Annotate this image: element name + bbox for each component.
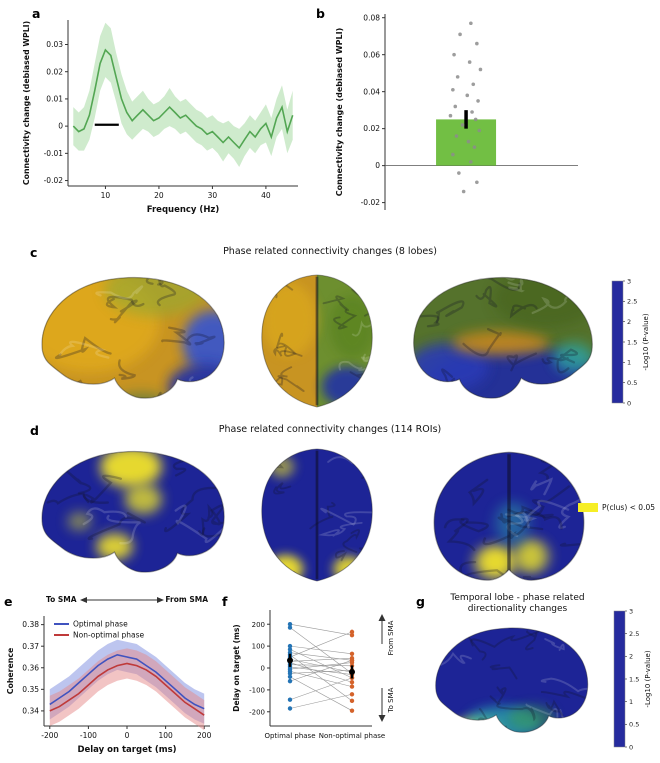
svg-text:100: 100 xyxy=(252,643,265,651)
panel-b-bar-chart: -0.02 0 0.02 0.04 0.06 0.08 Connectivity chang… xyxy=(335,13,578,210)
svg-text:0.38: 0.38 xyxy=(22,620,39,629)
svg-text:0: 0 xyxy=(125,731,130,740)
svg-text:-Log10 (P-value): -Log10 (P-value) xyxy=(644,650,652,707)
panel-e-coherence-chart: 0.34 0.35 0.36 0.37 0.38 -200 -100 0 100 200 Delay… xyxy=(6,595,212,755)
svg-text:Coherence: Coherence xyxy=(6,648,15,695)
svg-text:0.36: 0.36 xyxy=(22,663,39,672)
svg-text:-Log10 (P-value): -Log10 (P-value) xyxy=(642,313,650,370)
panel-c-colorbar: 0 0.5 1 1.5 2 2.5 3 -Log10 (P-value) xyxy=(611,277,650,407)
panel-label-c: c xyxy=(30,245,38,260)
svg-text:200: 200 xyxy=(252,621,265,629)
svg-text:0: 0 xyxy=(629,743,633,751)
svg-text:100: 100 xyxy=(158,731,173,740)
svg-text:0.03: 0.03 xyxy=(46,40,63,49)
svg-text:0: 0 xyxy=(627,399,631,407)
panel-c-brain-lateral-left xyxy=(41,276,225,399)
svg-text:30: 30 xyxy=(208,191,218,200)
panel-a-line-chart: -0.02 -0.01 0 0.01 0.02 0.03 10 20 30 40 Frequency… xyxy=(22,20,298,215)
panel-c-brain-lateral-right xyxy=(413,276,593,399)
svg-text:Non-optimal phase: Non-optimal phase xyxy=(73,631,145,640)
panel-d-brain-top-view xyxy=(261,448,373,582)
svg-text:0.34: 0.34 xyxy=(22,707,39,716)
svg-text:20: 20 xyxy=(154,191,164,200)
svg-text:40: 40 xyxy=(261,191,271,200)
cluster-legend-swatch xyxy=(578,503,598,512)
panel-label-b: b xyxy=(316,6,325,21)
panel-label-a: a xyxy=(32,6,41,21)
svg-text:-0.01: -0.01 xyxy=(44,149,64,158)
svg-text:-200: -200 xyxy=(249,708,265,716)
panel-c-title: Phase related connectivity changes (8 lo… xyxy=(223,246,437,257)
panel-g-title-line2: directionality changes xyxy=(467,604,568,615)
panel-g-brain-lateral-left xyxy=(435,627,589,733)
svg-text:0.06: 0.06 xyxy=(363,50,380,59)
svg-text:From SMA: From SMA xyxy=(387,620,395,655)
panel-g-title-line1: Temporal lobe - phase related xyxy=(450,593,585,603)
svg-text:To SMA: To SMA xyxy=(387,687,395,713)
panel-label-e: e xyxy=(4,594,13,609)
svg-text:1.5: 1.5 xyxy=(627,338,637,346)
svg-text:0.04: 0.04 xyxy=(363,87,380,96)
panel-f-paired-chart: -200 -100 0 100 200 Delay on target (ms) Optim… xyxy=(232,610,395,740)
panel-label-f: f xyxy=(222,594,228,609)
svg-text:3: 3 xyxy=(627,277,631,285)
svg-text:0.37: 0.37 xyxy=(22,642,39,651)
panel-g-colorbar: 0 0.5 1 1.5 2 2.5 3 -Log10 (P-value) xyxy=(613,607,652,751)
svg-text:0: 0 xyxy=(261,665,265,673)
svg-text:2: 2 xyxy=(629,653,633,661)
panel-label-g: g xyxy=(416,594,425,609)
svg-text:0.01: 0.01 xyxy=(46,95,63,104)
svg-text:10: 10 xyxy=(101,191,111,200)
panel-d-brain-lateral-left xyxy=(41,450,225,573)
svg-text:200: 200 xyxy=(197,731,212,740)
svg-text:Connectivity change (debiased: Connectivity change (debiased WPLI) xyxy=(335,28,344,197)
svg-text:1: 1 xyxy=(629,698,633,706)
svg-text:1: 1 xyxy=(627,359,631,367)
svg-text:0.5: 0.5 xyxy=(629,721,639,729)
svg-text:0.35: 0.35 xyxy=(22,685,39,694)
svg-text:1.5: 1.5 xyxy=(629,675,639,683)
panel-g-title: Temporal lobe - phase related directiona… xyxy=(425,593,610,616)
svg-text:Delay on target (ms): Delay on target (ms) xyxy=(232,624,241,711)
svg-text:0.08: 0.08 xyxy=(363,13,380,22)
svg-text:3: 3 xyxy=(629,607,633,615)
svg-text:To SMA: To SMA xyxy=(46,595,77,604)
svg-text:-100: -100 xyxy=(80,731,97,740)
panel-d-brain-back-view xyxy=(433,451,585,581)
svg-text:Optimal phase: Optimal phase xyxy=(264,732,315,740)
svg-text:2.5: 2.5 xyxy=(627,298,637,306)
svg-text:2: 2 xyxy=(627,318,631,326)
svg-text:0: 0 xyxy=(58,122,63,131)
svg-text:Optimal phase: Optimal phase xyxy=(73,620,128,629)
panel-label-d: d xyxy=(30,423,39,438)
svg-text:0: 0 xyxy=(375,161,380,170)
svg-text:0.02: 0.02 xyxy=(363,124,380,133)
svg-text:Delay on target (ms): Delay on target (ms) xyxy=(77,745,176,755)
cluster-significance-legend: P(clus) < 0.05 xyxy=(578,503,655,512)
svg-text:-200: -200 xyxy=(41,731,58,740)
svg-text:Non-optimal phase: Non-optimal phase xyxy=(319,732,385,740)
svg-text:Frequency (Hz): Frequency (Hz) xyxy=(147,205,220,215)
svg-text:0.02: 0.02 xyxy=(46,67,63,76)
svg-text:Connectivity change (debiased: Connectivity change (debiased WPLI) xyxy=(22,21,31,185)
svg-text:From SMA: From SMA xyxy=(165,595,208,604)
svg-text:-0.02: -0.02 xyxy=(44,176,64,185)
svg-text:0.5: 0.5 xyxy=(627,379,637,387)
cluster-legend-text: P(clus) < 0.05 xyxy=(602,503,655,512)
panel-d-title: Phase related connectivity changes (114 … xyxy=(218,424,442,435)
panel-c-brain-top-view xyxy=(261,274,373,408)
svg-text:-100: -100 xyxy=(249,686,265,694)
svg-text:-0.02: -0.02 xyxy=(361,198,381,207)
svg-text:2.5: 2.5 xyxy=(629,630,639,638)
